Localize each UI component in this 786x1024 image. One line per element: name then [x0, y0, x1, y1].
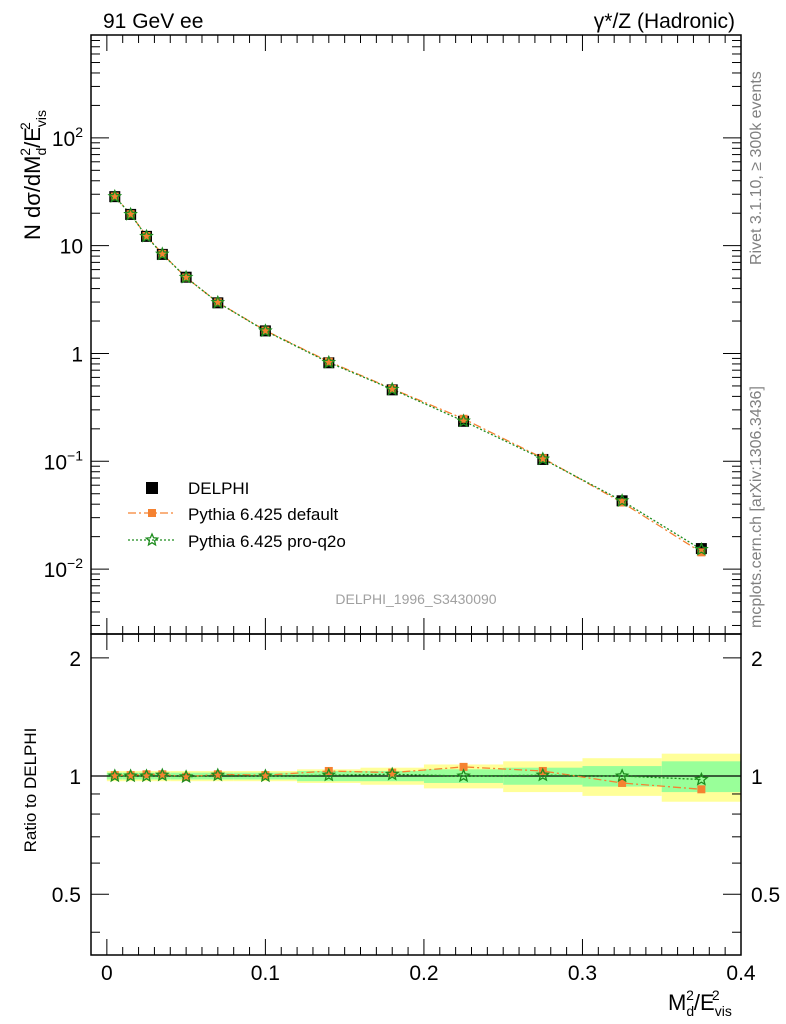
series-pythia-default: [110, 192, 706, 557]
ratio-series-pythia-proq2o: [107, 766, 709, 786]
data-point-pythia-proq2o: [456, 413, 471, 428]
data-point-pythia-default: [213, 298, 222, 307]
y-tick-label: 102: [52, 124, 83, 151]
ratio-point-pythia-default: [618, 778, 627, 787]
y-ticks-ratio: [91, 657, 741, 933]
x-ticks: [90, 35, 742, 955]
data-point-pythia-proq2o: [321, 354, 337, 369]
data-point-pythia-default: [459, 414, 468, 423]
ratio-point-pythia-default: [324, 766, 333, 775]
y-tick-label: 0.5: [52, 884, 81, 907]
y-axis-label-ratio: Ratio to DELPHI: [21, 728, 40, 853]
ratio-point-pythia-default: [142, 770, 151, 779]
legend: [128, 482, 176, 547]
data-point-pythia-proq2o: [384, 381, 400, 396]
ratio-point-pythia-default: [126, 771, 135, 780]
series-line-pythia-default: [114, 196, 702, 553]
y-tick-label: 1: [69, 766, 81, 789]
ratio-point-pythia-proq2o: [139, 768, 154, 783]
ratio-point-pythia-proq2o: [456, 768, 471, 783]
ratio-plot-frame: [90, 633, 742, 956]
side-text-mcplots: mcplots.cern.ch [arXiv:1306.3436]: [748, 386, 765, 628]
data-point-pythia-proq2o: [614, 493, 630, 508]
ratio-point-pythia-proq2o: [210, 767, 226, 782]
data-point-pythia-proq2o: [258, 323, 273, 338]
x-tick-label: 0.1: [251, 962, 280, 985]
data-point-pythia-default: [182, 273, 191, 282]
ratio-point-pythia-proq2o: [321, 767, 337, 782]
y-tick-label-right: 0.5: [751, 884, 780, 907]
ratio-uncertainty-bands: [106, 753, 741, 802]
data-point-pythia-default: [388, 384, 397, 393]
ratio-point-pythia-default: [538, 766, 547, 775]
ratio-line-pythia-proq2o: [114, 773, 702, 781]
ratio-point-pythia-proq2o: [384, 766, 400, 781]
data-point-pythia-proq2o: [107, 188, 123, 203]
data-point-pythia-default: [261, 326, 270, 335]
header-left-label: 91 GeV ee: [103, 10, 203, 33]
ratio-point-pythia-default: [158, 770, 167, 779]
ratio-point-pythia-proq2o: [123, 768, 138, 783]
data-point-pythia-default: [158, 249, 167, 258]
ratio-point-pythia-proq2o: [107, 768, 123, 783]
ratio-point-pythia-default: [261, 771, 270, 780]
y-axis-label-main: N dσ/dMd2/Evis2: [17, 110, 49, 240]
series-pythia-proq2o: [107, 188, 709, 556]
x-axis-label: Md2/Evis2: [668, 987, 732, 1019]
data-point-pythia-proq2o: [178, 269, 194, 284]
ratio-point-pythia-default: [697, 785, 706, 794]
y-tick-label-right: 1: [751, 766, 763, 789]
y-tick-label-right: 2: [751, 648, 763, 671]
ratio-series-pythia-default: [110, 762, 706, 794]
data-point-pythia-default: [110, 192, 119, 201]
data-point-pythia-default: [324, 357, 333, 366]
ratio-point-pythia-default: [459, 762, 468, 771]
ratio-point-pythia-default: [388, 768, 397, 777]
ratio-point-pythia-proq2o: [258, 768, 273, 783]
ratio-point-pythia-proq2o: [178, 769, 194, 784]
data-point-pythia-default: [142, 231, 151, 240]
data-point-pythia-default: [126, 210, 135, 219]
data-point-pythia-default: [538, 454, 547, 463]
legend-label: Pythia 6.425 default: [188, 505, 339, 524]
side-text-rivet: Rivet 3.1.10, ≥ 300k events: [748, 71, 765, 265]
ratio-point-pythia-default: [110, 771, 119, 780]
y-tick-label: 10: [60, 236, 83, 259]
y-tick-label: 10−1: [44, 447, 84, 474]
legend-marker-default: [148, 509, 156, 517]
x-tick-label: 0: [101, 962, 113, 985]
data-point-pythia-proq2o: [694, 541, 709, 556]
ratio-point-pythia-proq2o: [614, 768, 630, 783]
legend-marker-delphi: [146, 482, 158, 494]
header-right-label: γ*/Z (Hadronic): [594, 10, 735, 33]
data-point-pythia-proq2o: [139, 228, 154, 243]
y-tick-label: 2: [69, 648, 81, 671]
legend-label: DELPHI: [188, 479, 249, 498]
data-point-pythia-proq2o: [123, 206, 138, 221]
legend-label: Pythia 6.425 pro-q2o: [188, 532, 346, 551]
data-point-pythia-proq2o: [210, 294, 226, 309]
data-point-pythia-proq2o: [154, 246, 170, 261]
y-ticks-main: [91, 34, 741, 626]
ratio-point-pythia-proq2o: [694, 771, 709, 786]
y-tick-label: 1: [71, 343, 83, 366]
x-tick-label: 0.3: [568, 962, 597, 985]
data-point-pythia-proq2o: [535, 451, 551, 466]
analysis-watermark: DELPHI_1996_S3430090: [335, 591, 496, 607]
y-tick-label: 10−2: [44, 555, 84, 582]
data-point-pythia-default: [618, 498, 627, 507]
ratio-point-pythia-proq2o: [535, 767, 551, 782]
legend-marker-proq2o: [144, 532, 160, 547]
ratio-point-pythia-default: [182, 772, 191, 781]
ratio-point-pythia-default: [213, 770, 222, 779]
ratio-point-pythia-proq2o: [154, 767, 170, 782]
x-tick-label: 0.2: [409, 962, 438, 985]
x-tick-label: 0.4: [726, 962, 756, 985]
